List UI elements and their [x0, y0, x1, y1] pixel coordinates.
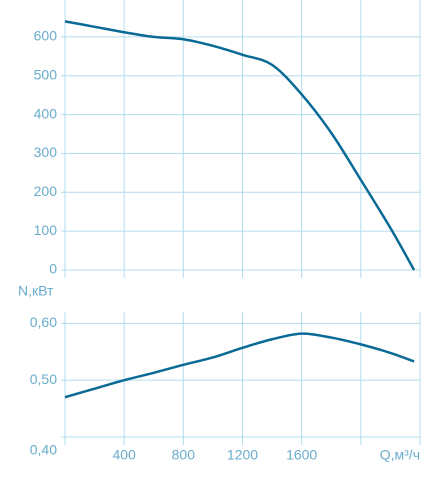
y-tick-label: 300 — [34, 144, 58, 160]
line — [64, 20, 416, 271]
x-tick-label: 800 — [172, 447, 196, 463]
line — [64, 332, 415, 399]
y-tick-label: 500 — [34, 66, 58, 82]
y-tick-label: 200 — [34, 183, 58, 199]
y-tick-label: 600 — [34, 28, 58, 44]
x-axis-label: Q,м³/ч — [380, 447, 420, 463]
y-tick-label: 0,40 — [30, 442, 57, 458]
y-axis-label: N,кВт — [18, 283, 54, 299]
y-tick-label: 400 — [34, 105, 58, 121]
x-tick-label: 1200 — [227, 447, 258, 463]
y-tick-label: 100 — [34, 222, 58, 238]
y-tick-label: 0,60 — [30, 314, 57, 330]
y-tick-label: 0 — [49, 261, 57, 277]
x-tick-label: 1600 — [286, 447, 317, 463]
x-tick-label: 400 — [112, 447, 136, 463]
y-tick-label: 0,50 — [30, 371, 57, 387]
